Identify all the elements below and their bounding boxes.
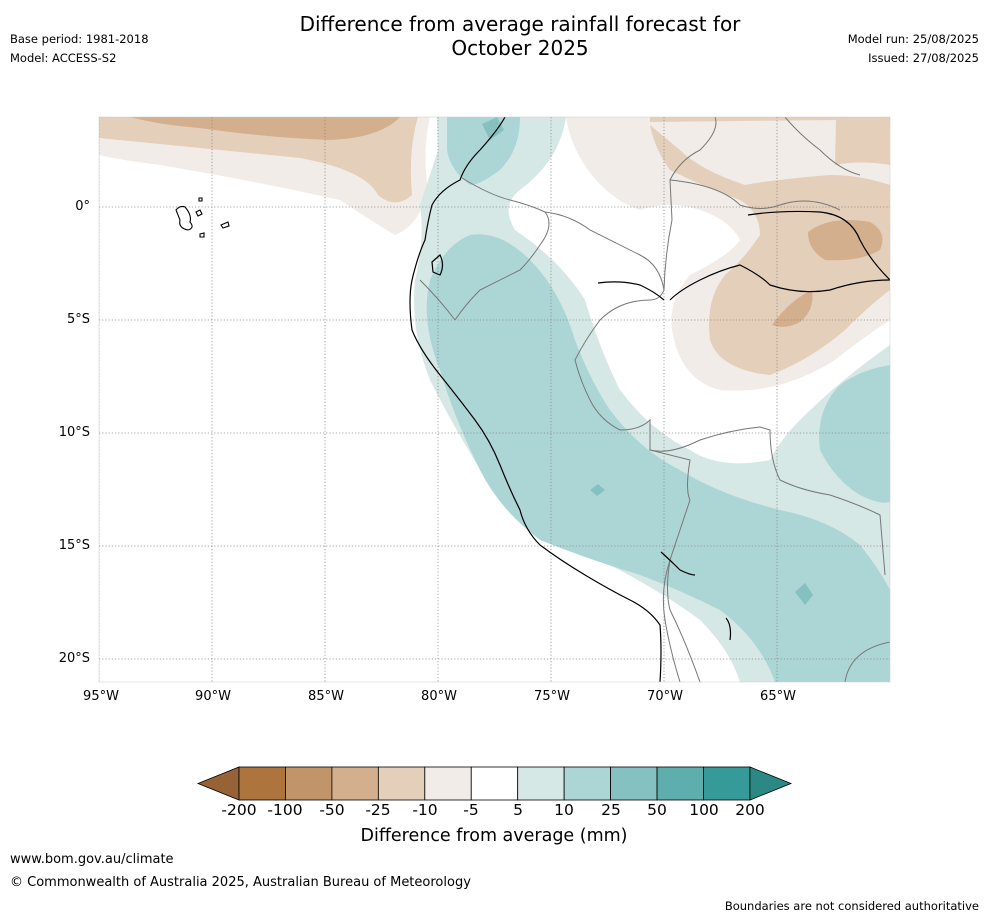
lon-label-65w: 65°W: [760, 689, 796, 704]
wet-region-strong-north: [482, 117, 504, 140]
footer-copyright: © Commonwealth of Australia 2025, Austra…: [10, 875, 471, 890]
title-line-2: October 2025: [451, 36, 589, 60]
colorbar-tick: -50: [319, 801, 345, 819]
colorbar-segment: [238, 766, 286, 801]
lon-label-95w: 95°W: [83, 689, 119, 704]
colorbar-tick: 50: [647, 801, 667, 819]
wet-region-coastal: [426, 117, 890, 682]
wet-region-strong-a: [590, 484, 605, 496]
map-title: Difference from average rainfall forecas…: [220, 12, 820, 60]
meta-left: Base period: 1981-2018 Model: ACCESS-S2: [10, 30, 149, 68]
colorbar-extend-low: [196, 766, 240, 801]
colorbar-segment: [610, 766, 658, 801]
base-period-text: Base period: 1981-2018: [10, 32, 149, 46]
colorbar-segment: [703, 766, 751, 801]
lon-label-85w: 85°W: [308, 689, 344, 704]
colorbar-tick: -25: [365, 801, 391, 819]
lon-label-70w: 70°W: [647, 689, 683, 704]
colorbar-tick: -10: [412, 801, 438, 819]
dry-region-amazon: [650, 117, 890, 375]
country-borders: [419, 117, 890, 682]
meta-right: Model run: 25/08/2025 Issued: 27/08/2025: [848, 30, 979, 68]
lat-label-20s: 20°S: [58, 651, 90, 666]
colorbar-segment: [656, 766, 704, 801]
colorbar-tick: 25: [601, 801, 621, 819]
map-frame: [98, 116, 891, 683]
colorbar-segment: [285, 766, 333, 801]
issued-text: Issued: 27/08/2025: [868, 51, 979, 65]
wet-region-east: [819, 365, 890, 503]
coastline: [409, 117, 890, 682]
lat-label-10s: 10°S: [58, 425, 90, 440]
colorbar-tick: -5: [463, 801, 479, 819]
graticule: [99, 117, 890, 682]
colorbar-segment: [563, 766, 612, 801]
colorbar-extend-high: [749, 766, 793, 801]
colorbar-segment: [517, 766, 565, 801]
colorbar-segment: [331, 766, 379, 801]
footer-url: www.bom.gov.au/climate: [10, 852, 174, 867]
dry-region-northwest-strong: [130, 117, 400, 140]
colorbar-tick: 5: [513, 801, 523, 819]
footer-disclaimer: Boundaries are not considered authoritat…: [724, 899, 979, 913]
colorbar-tick: 100: [689, 801, 719, 819]
galapagos-islands: [175, 197, 230, 238]
lon-label-90w: 90°W: [195, 689, 231, 704]
lat-label-0: 0°: [75, 199, 90, 214]
model-run-text: Model run: 25/08/2025: [847, 32, 979, 46]
wet-region-strong-b: [795, 583, 813, 605]
map-panel: [99, 117, 890, 682]
colorbar-tick: -100: [267, 801, 303, 819]
colorbar-label: Difference from average (mm): [360, 826, 628, 846]
dry-region-amazon-strong-b: [772, 290, 813, 327]
colorbar-segment: [377, 766, 426, 801]
colorbar-segment: [424, 766, 472, 801]
dry-region-amazon-strong-a: [808, 219, 883, 261]
lat-label-5s: 5°S: [66, 312, 90, 327]
colorbar-tick: 10: [554, 801, 574, 819]
lat-label-15s: 15°S: [58, 538, 90, 553]
lon-label-75w: 75°W: [534, 689, 570, 704]
colorbar-tick: -200: [221, 801, 257, 819]
colorbar: [196, 766, 793, 801]
colorbar-segment: [470, 766, 519, 801]
lon-label-80w: 80°W: [421, 689, 457, 704]
colorbar-tick: 200: [735, 801, 765, 819]
model-text: Model: ACCESS-S2: [10, 51, 117, 65]
title-line-1: Difference from average rainfall forecas…: [299, 12, 741, 36]
